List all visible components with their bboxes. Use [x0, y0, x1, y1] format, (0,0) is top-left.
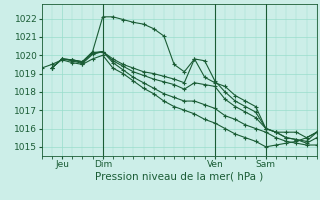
X-axis label: Pression niveau de la mer( hPa ): Pression niveau de la mer( hPa ): [95, 172, 263, 182]
